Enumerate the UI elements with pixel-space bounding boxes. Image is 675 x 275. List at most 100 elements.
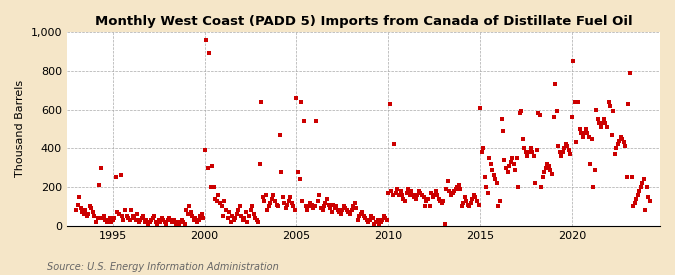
Point <box>291 96 302 100</box>
Point <box>571 140 582 145</box>
Point <box>141 218 152 222</box>
Point <box>470 195 481 199</box>
Point <box>487 167 497 172</box>
Point <box>435 199 446 203</box>
Point <box>269 199 280 203</box>
Point <box>600 121 611 125</box>
Point <box>320 200 331 205</box>
Point <box>566 115 577 119</box>
Point <box>637 181 647 185</box>
Point <box>580 127 591 131</box>
Point <box>603 100 614 104</box>
Point <box>421 199 432 203</box>
Point <box>513 185 524 189</box>
Point <box>395 189 406 193</box>
Point <box>225 220 236 224</box>
Point <box>135 218 146 222</box>
Point <box>182 212 193 216</box>
Point <box>381 218 392 222</box>
Point <box>259 199 270 203</box>
Point <box>483 191 493 195</box>
Point <box>383 191 394 195</box>
Point <box>403 187 414 191</box>
Point <box>518 136 529 141</box>
Point <box>163 218 173 222</box>
Point <box>210 197 221 201</box>
Point <box>565 152 576 156</box>
Point <box>432 193 443 197</box>
Point <box>536 185 547 189</box>
Point <box>378 214 389 218</box>
Point <box>386 189 397 193</box>
Point <box>481 185 491 189</box>
Point <box>132 212 142 216</box>
Point <box>610 152 620 156</box>
Point <box>541 166 551 170</box>
Point <box>368 216 379 220</box>
Y-axis label: Thousand Barrels: Thousand Barrels <box>15 80 25 177</box>
Point <box>165 218 176 222</box>
Point <box>103 218 113 222</box>
Point <box>262 208 273 213</box>
Point <box>632 193 643 197</box>
Point <box>372 218 383 222</box>
Point <box>176 218 187 222</box>
Point <box>153 218 164 222</box>
Point <box>271 202 282 207</box>
Point <box>234 204 245 209</box>
Point <box>254 162 265 166</box>
Point <box>311 119 322 123</box>
Point <box>444 189 455 193</box>
Point <box>196 212 207 216</box>
Point <box>605 103 616 108</box>
Point <box>358 214 369 218</box>
Point <box>406 189 416 193</box>
Point <box>297 199 308 203</box>
Point <box>478 146 489 150</box>
Point <box>209 185 219 189</box>
Point <box>568 59 578 63</box>
Point <box>180 222 190 226</box>
Point <box>446 193 456 197</box>
Point <box>242 220 253 224</box>
Point <box>328 202 339 207</box>
Point <box>164 216 175 220</box>
Point <box>222 216 233 220</box>
Point <box>317 208 328 213</box>
Point <box>136 216 147 220</box>
Point <box>101 220 112 224</box>
Point <box>443 179 454 183</box>
Point <box>577 134 588 139</box>
Point <box>140 220 151 224</box>
Point <box>467 197 478 201</box>
Point <box>112 210 123 214</box>
Point <box>506 160 516 164</box>
Point <box>508 162 519 166</box>
Point <box>284 199 294 203</box>
Point <box>429 193 439 197</box>
Point <box>314 193 325 197</box>
Point <box>433 197 444 201</box>
Point <box>211 199 222 203</box>
Point <box>111 175 122 180</box>
Point <box>629 200 640 205</box>
Point <box>245 208 256 213</box>
Point <box>274 133 285 137</box>
Point <box>416 193 427 197</box>
Point <box>585 162 595 166</box>
Point <box>273 204 284 209</box>
Point <box>535 113 545 117</box>
Point <box>334 210 345 214</box>
Point <box>325 206 335 211</box>
Point <box>464 204 475 209</box>
Point <box>452 185 462 189</box>
Point <box>583 134 594 139</box>
Point <box>303 204 314 209</box>
Point <box>570 100 580 104</box>
Point <box>351 206 362 211</box>
Point <box>593 117 603 122</box>
Point <box>363 220 374 224</box>
Point <box>240 210 251 214</box>
Point <box>286 200 297 205</box>
Point <box>364 218 375 222</box>
